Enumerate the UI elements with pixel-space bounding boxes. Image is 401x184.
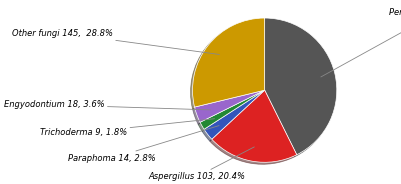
Text: Paraphoma 14, 2.8%: Paraphoma 14, 2.8% [68, 125, 219, 163]
Text: Penicillium 215, 42.7%: Penicillium 215, 42.7% [321, 8, 401, 77]
Wedge shape [212, 90, 297, 162]
Text: Trichoderma 9, 1.8%: Trichoderma 9, 1.8% [40, 119, 215, 137]
Text: Engyodontium 18, 3.6%: Engyodontium 18, 3.6% [4, 100, 211, 110]
Text: Other fungi 145,  28.8%: Other fungi 145, 28.8% [12, 29, 219, 54]
Wedge shape [200, 90, 265, 129]
Wedge shape [192, 18, 265, 107]
Text: Aspergillus 103, 20.4%: Aspergillus 103, 20.4% [148, 147, 254, 181]
Wedge shape [194, 90, 265, 122]
Wedge shape [204, 90, 265, 139]
Wedge shape [265, 18, 337, 155]
